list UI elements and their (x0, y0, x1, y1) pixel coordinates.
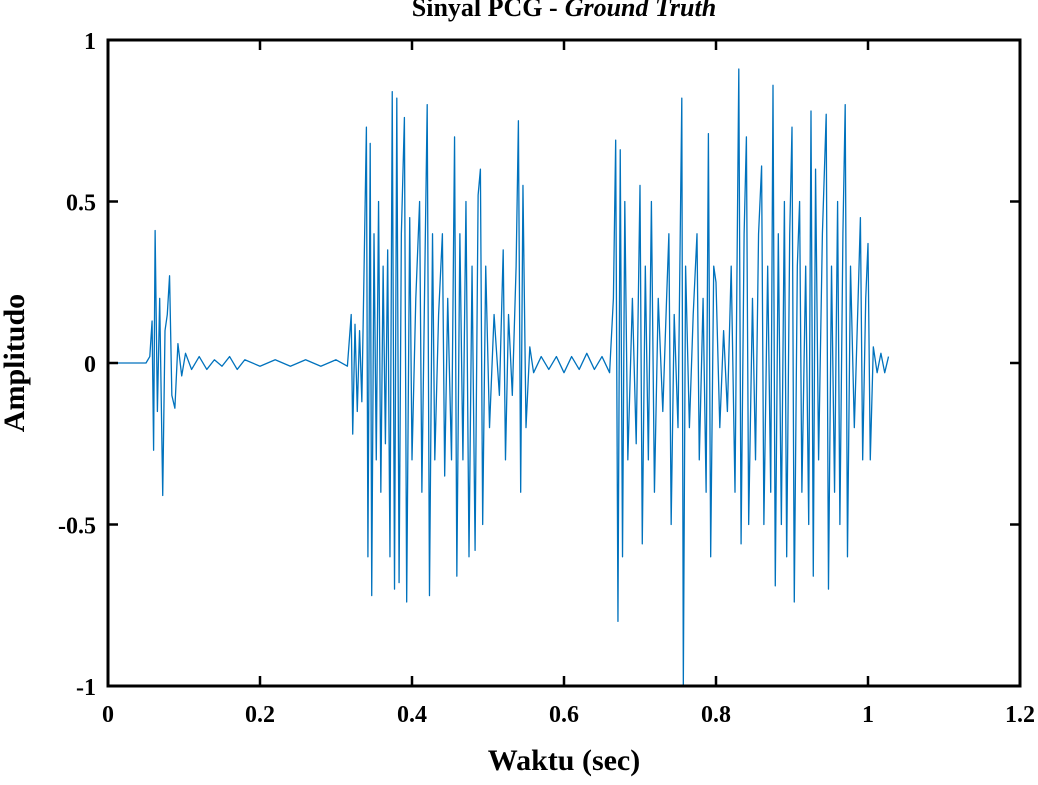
x-tick-label: 0.4 (397, 702, 427, 728)
signal-line (108, 68, 890, 687)
y-axis-label: Amplitudo (0, 294, 31, 432)
x-axis-label: Waktu (sec) (488, 744, 641, 777)
chart-title: Sinyal PCG - Ground Truth (412, 0, 716, 22)
x-tick-label: 0.8 (701, 702, 731, 728)
plot-area: 0 0.2 0.4 0.6 0.8 1 1.2 -1 -0.5 0 0.5 1 (58, 29, 1035, 728)
y-tick-label: -1 (76, 675, 96, 701)
y-tick-label: -0.5 (58, 514, 96, 540)
x-tick-label: 0.2 (245, 702, 275, 728)
x-tick-label: 0.6 (549, 702, 579, 728)
x-tick-label: 1.2 (1005, 702, 1035, 728)
title-emphasis: Ground Truth (565, 0, 717, 22)
x-tick-label: 1 (862, 702, 874, 728)
x-tick-label: 0 (102, 702, 114, 728)
y-tick-label: 0.5 (66, 191, 96, 217)
title-main: Sinyal PCG - (412, 0, 558, 22)
y-tick-label: 0 (84, 352, 96, 378)
axes-box (106, 38, 1022, 688)
y-tick-label: 1 (84, 29, 96, 55)
